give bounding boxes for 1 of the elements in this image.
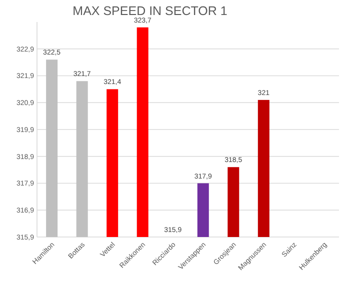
chart-title: MAX SPEED IN SECTOR 1 bbox=[72, 4, 228, 18]
